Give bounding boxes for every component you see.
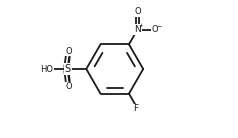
Text: O: O [134, 7, 141, 16]
Text: −: − [156, 23, 161, 29]
Text: O: O [151, 25, 158, 34]
Text: O: O [66, 82, 73, 91]
Text: +: + [138, 23, 143, 28]
Text: O: O [66, 47, 73, 56]
Text: F: F [134, 104, 139, 113]
Text: S: S [65, 64, 71, 74]
Text: N: N [134, 25, 141, 34]
Text: HO: HO [40, 64, 53, 74]
